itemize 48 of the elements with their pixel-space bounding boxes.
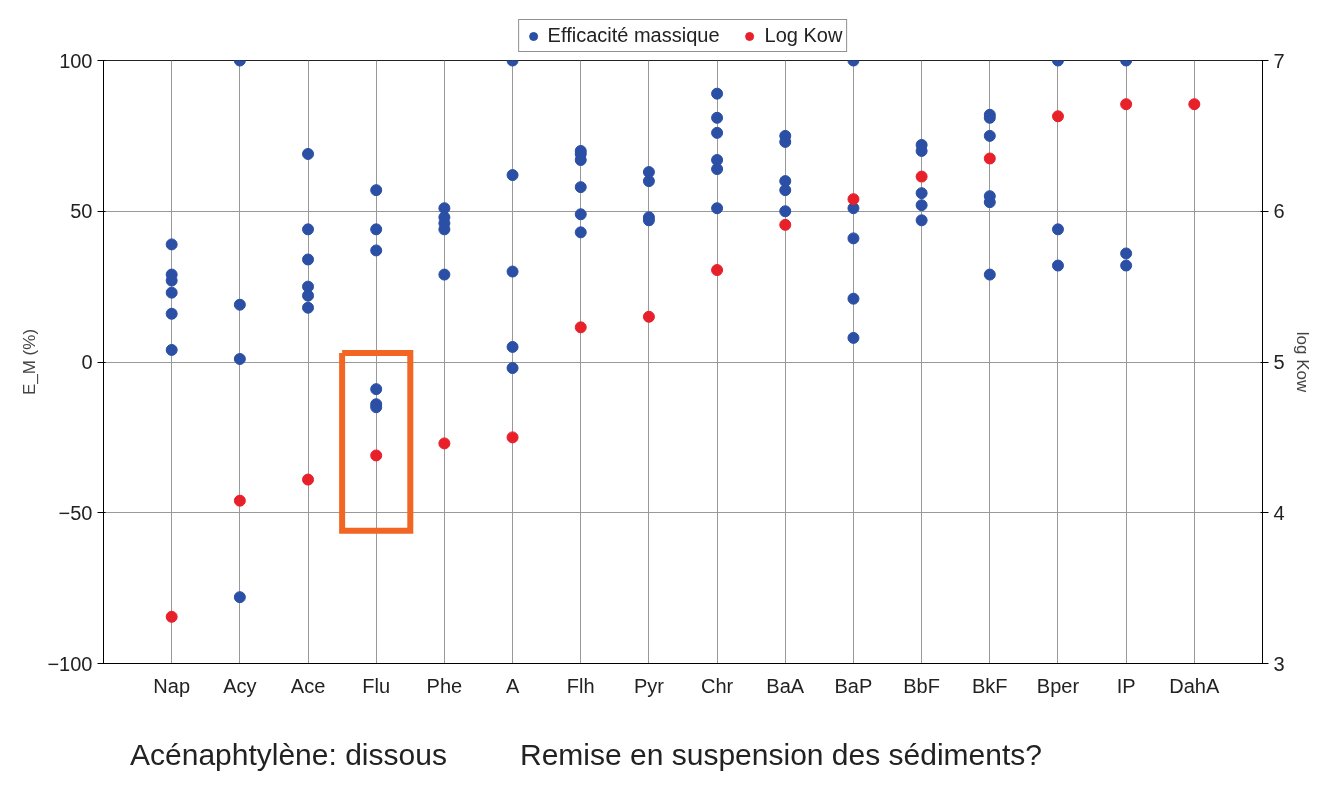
point — [506, 431, 519, 444]
point — [711, 264, 724, 277]
y2-tick-label: 7 — [1273, 49, 1285, 72]
x-tick-label: Nap — [153, 674, 191, 697]
x-tick-label: Flh — [566, 674, 595, 697]
y-axis-title: E_M (%) — [20, 328, 40, 396]
y-tick-label: −50 — [58, 501, 93, 524]
point — [165, 610, 178, 623]
point — [574, 321, 587, 334]
point — [915, 170, 928, 183]
point — [438, 437, 451, 450]
y-tick-label: −100 — [47, 652, 93, 675]
point — [642, 310, 655, 323]
y2-tick-label: 6 — [1273, 200, 1285, 223]
point — [1120, 98, 1133, 111]
x-tick-label: BkF — [972, 674, 1008, 697]
x-tick-label: Pyr — [633, 674, 665, 697]
x-tick-label: Acy — [223, 674, 257, 697]
x-tick-label: Phe — [426, 674, 463, 697]
point — [233, 494, 246, 507]
x-tick-label: Flu — [362, 674, 391, 697]
x-tick-label: IP — [1116, 674, 1136, 697]
point — [302, 473, 315, 486]
x-tick-label: BaP — [834, 674, 873, 697]
y-tick-label: 100 — [59, 49, 93, 72]
point — [983, 152, 996, 165]
x-tick-label: Chr — [700, 674, 734, 697]
x-tick-label: BaA — [766, 674, 805, 697]
x-tick-label: Ace — [290, 674, 326, 697]
legend-label: Efficacité massique — [547, 24, 720, 47]
x-tick-label: A — [505, 674, 520, 697]
text: Acénaphtylène: dissous — [130, 737, 447, 773]
x-tick-label: Bper — [1036, 674, 1080, 697]
x-tick-label: DahA — [1169, 674, 1220, 697]
point — [370, 449, 383, 462]
point — [1051, 110, 1064, 123]
point — [847, 193, 860, 206]
y2-tick-label: 3 — [1273, 652, 1285, 675]
legend-label: Log Kow — [764, 24, 843, 47]
y2-axis-title: log Kow — [1292, 331, 1312, 393]
y2-tick-label: 4 — [1273, 501, 1285, 524]
y2-tick-label: 5 — [1273, 351, 1285, 373]
y-tick-label: 50 — [70, 200, 93, 223]
text: Remise en suspension des sédiments? — [520, 737, 1042, 773]
x-tick-label: BbF — [903, 674, 940, 697]
point — [1188, 98, 1201, 111]
y-tick-label: 0 — [81, 351, 93, 373]
point — [779, 218, 792, 231]
